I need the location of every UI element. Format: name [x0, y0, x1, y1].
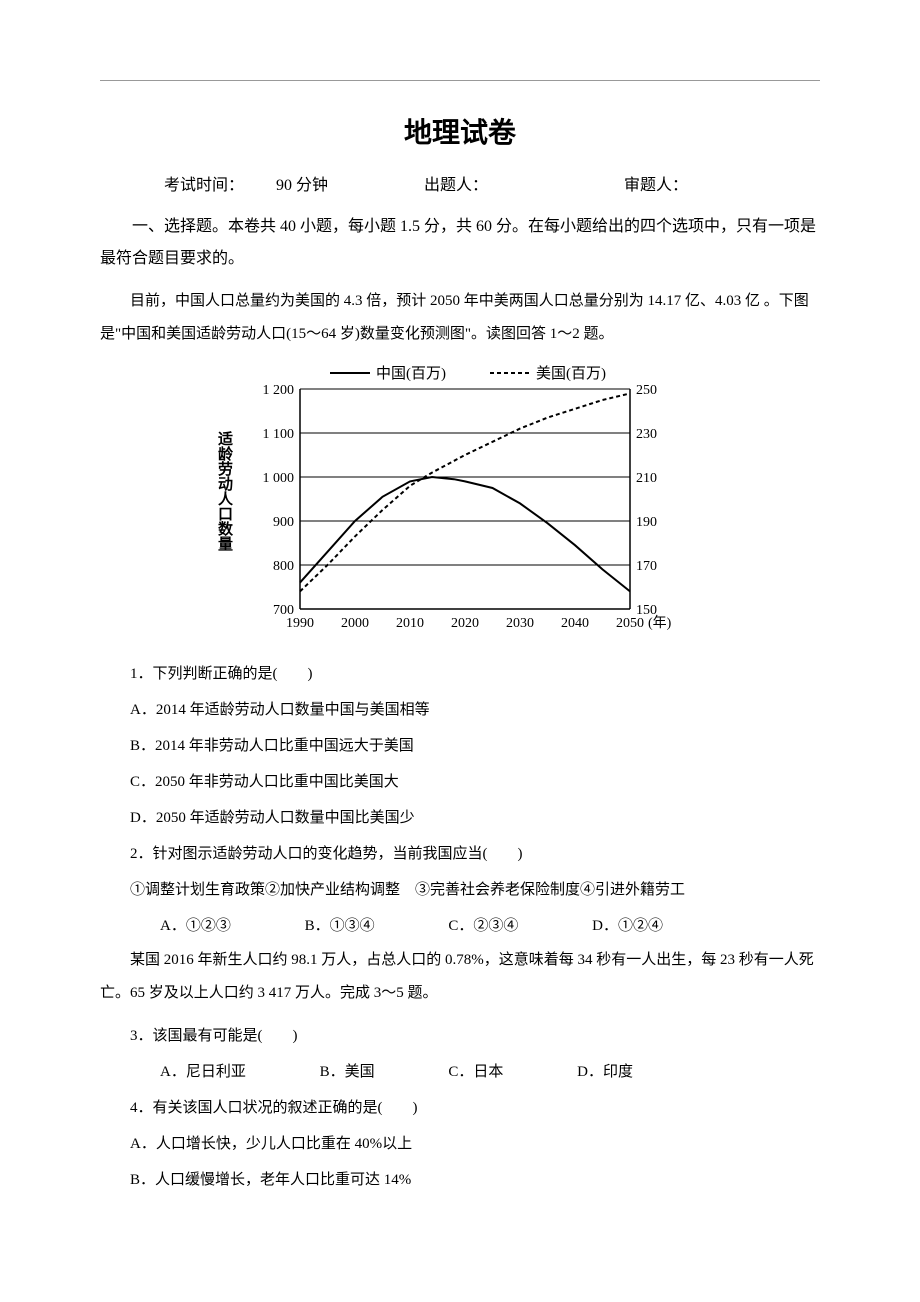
- q1-opt-c: C．2050 年非劳动人口比重中国比美国大: [100, 764, 820, 800]
- setter-label: 出题人：: [392, 171, 488, 195]
- svg-text:250: 250: [636, 383, 657, 398]
- top-rule: [100, 80, 820, 81]
- q4-stem: 4．有关该国人口状况的叙述正确的是( ): [100, 1090, 820, 1126]
- q4-opt-a: A．人口增长快，少儿人口比重在 40%以上: [100, 1126, 820, 1162]
- passage-1: 目前，中国人口总量约为美国的 4.3 倍，预计 2050 年中美两国人口总量分别…: [100, 285, 820, 351]
- svg-text:1990: 1990: [286, 616, 314, 631]
- svg-text:210: 210: [636, 471, 657, 486]
- q2-opt-c: C．②③④: [418, 908, 518, 944]
- svg-text:170: 170: [636, 559, 657, 574]
- q3-opt-a: A．尼日利亚: [130, 1054, 246, 1090]
- reviewer-label: 审题人：: [592, 171, 688, 195]
- q3-opt-c: C．日本: [418, 1054, 503, 1090]
- q2-opt-d: D．①②④: [562, 908, 663, 944]
- q3-opt-d: D．印度: [547, 1054, 633, 1090]
- exam-meta: 考试时间：90 分钟 出题人： 审题人：: [100, 171, 820, 195]
- q2-opt-a: A．①②③: [130, 908, 231, 944]
- svg-text:2020: 2020: [451, 616, 479, 631]
- svg-text:美国(百万): 美国(百万): [536, 365, 606, 382]
- q3-opt-b: B．美国: [290, 1054, 375, 1090]
- svg-text:2010: 2010: [396, 616, 424, 631]
- svg-text:1 000: 1 000: [263, 471, 295, 486]
- svg-text:900: 900: [273, 515, 294, 530]
- q2-options: A．①②③ B．①③④ C．②③④ D．①②④: [100, 908, 820, 944]
- q3-options: A．尼日利亚 B．美国 C．日本 D．印度: [100, 1054, 820, 1090]
- passage-2: 某国 2016 年新生人口约 98.1 万人，占总人口的 0.78%，这意味着每…: [100, 944, 820, 1010]
- q2-opt-b: B．①③④: [275, 908, 375, 944]
- population-chart: 7008009001 0001 1001 2001501701902102302…: [240, 359, 680, 639]
- chart-ylabel: 适龄劳动人口数量: [214, 431, 235, 551]
- svg-text:190: 190: [636, 515, 657, 530]
- svg-text:2050: 2050: [616, 616, 644, 631]
- duration-label: 考试时间：: [132, 171, 244, 195]
- svg-text:2000: 2000: [341, 616, 369, 631]
- q1-opt-d: D．2050 年适龄劳动人口数量中国比美国少: [100, 800, 820, 836]
- q1-stem: 1．下列判断正确的是( ): [100, 656, 820, 692]
- svg-text:800: 800: [273, 559, 294, 574]
- svg-text:中国(百万): 中国(百万): [376, 365, 446, 382]
- page-title: 地理试卷: [100, 111, 820, 151]
- q1-opt-b: B．2014 年非劳动人口比重中国远大于美国: [100, 728, 820, 764]
- q2-stem: 2．针对图示适龄劳动人口的变化趋势，当前我国应当( ): [100, 836, 820, 872]
- q1-opt-a: A．2014 年适龄劳动人口数量中国与美国相等: [100, 692, 820, 728]
- svg-text:2030: 2030: [506, 616, 534, 631]
- q4-opt-b: B．人口缓慢增长，老年人口比重可达 14%: [100, 1162, 820, 1198]
- svg-text:(年): (年): [648, 615, 672, 631]
- svg-text:1 200: 1 200: [263, 383, 295, 398]
- q3-stem: 3．该国最有可能是( ): [100, 1018, 820, 1054]
- section-intro: 一、选择题。本卷共 40 小题，每小题 1.5 分，共 60 分。在每小题给出的…: [100, 211, 820, 275]
- duration-value: 90 分钟: [244, 171, 328, 195]
- svg-text:1 100: 1 100: [263, 427, 295, 442]
- chart-container: 适龄劳动人口数量 7008009001 0001 1001 2001501701…: [240, 359, 680, 644]
- q2-sub: ①调整计划生育政策②加快产业结构调整 ③完善社会养老保险制度④引进外籍劳工: [100, 872, 820, 908]
- svg-text:230: 230: [636, 427, 657, 442]
- svg-text:2040: 2040: [561, 616, 589, 631]
